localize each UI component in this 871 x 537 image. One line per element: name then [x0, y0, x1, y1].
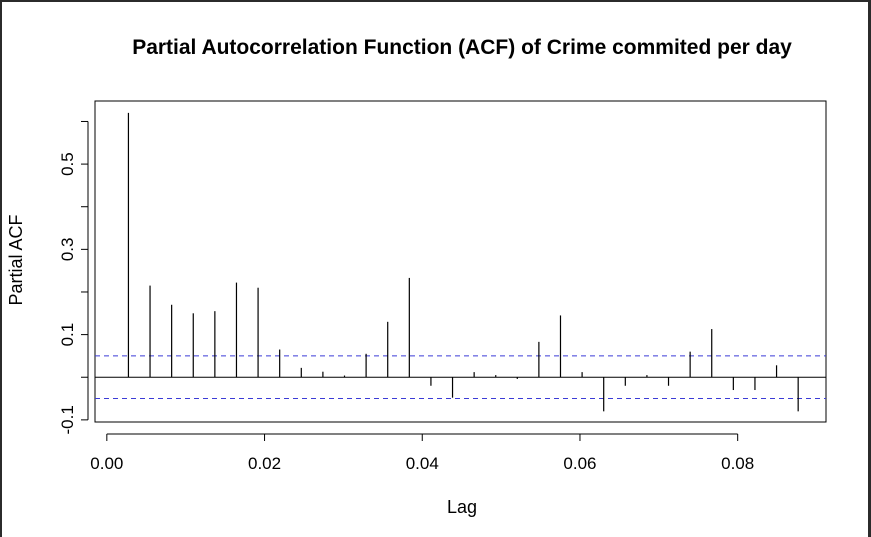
plot-marks	[95, 112, 826, 412]
x-tick-label: 0.04	[406, 454, 439, 473]
x-axis: 0.00 0.02 0.04 0.06 0.08	[90, 433, 754, 473]
x-tick-label: 0.06	[563, 454, 596, 473]
y-tick-label: 0.3	[58, 238, 77, 262]
x-tick-label: 0.00	[90, 454, 123, 473]
x-tick-label: 0.02	[248, 454, 281, 473]
y-tick-label: 0.5	[58, 152, 77, 176]
x-axis-label: Lag	[447, 497, 477, 517]
window-left-border	[0, 0, 2, 537]
window-right-border	[868, 0, 871, 537]
window-top-border	[0, 0, 871, 2]
y-axis: -0.1 0.1 0.3 0.5	[58, 120, 89, 435]
plot-area-box	[94, 100, 827, 423]
chart-title: Partial Autocorrelation Function (ACF) o…	[132, 36, 792, 59]
y-tick-label: 0.1	[58, 323, 77, 347]
y-axis-label: Partial ACF	[6, 214, 26, 305]
x-tick-label: 0.08	[721, 454, 754, 473]
y-tick-label: -0.1	[58, 405, 77, 434]
